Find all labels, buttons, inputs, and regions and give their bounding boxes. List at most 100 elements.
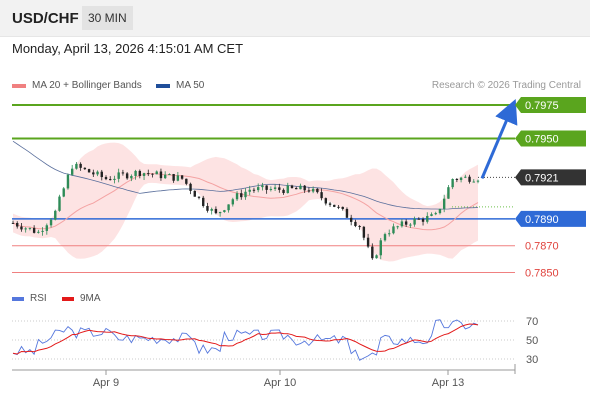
candle-body — [83, 167, 87, 170]
candle-body — [214, 208, 218, 214]
candle-body — [358, 226, 361, 228]
rsi-swatch — [12, 296, 24, 301]
candle-body — [413, 218, 416, 225]
candle-body — [383, 234, 387, 241]
legend-ma9: 9MA — [62, 293, 101, 304]
time-axis: Apr 9 Apr 10 Apr 13 — [12, 364, 516, 389]
candle-body — [117, 172, 120, 179]
ma50-line — [12, 140, 479, 210]
candle-body — [244, 191, 247, 198]
candle-body — [333, 204, 336, 207]
ma50-swatch — [156, 83, 170, 88]
candle-body — [261, 185, 264, 188]
price-tag-text-0.7950: 0.7950 — [525, 134, 559, 146]
price-tag-0.7950 — [515, 130, 586, 147]
candle-body — [392, 226, 395, 234]
candle-body — [316, 188, 319, 193]
candle-body — [269, 188, 273, 190]
datetime-label: Monday, April 13, 2026 4:15:01 AM CET — [12, 41, 244, 56]
candle-body — [248, 189, 251, 192]
candle-body — [155, 171, 158, 175]
candle-body — [125, 173, 129, 179]
candle-body — [447, 187, 450, 199]
candle-body — [307, 190, 311, 192]
price-tags: 0.7975 0.7950 0.7921 0.7890 0.7870 0.7850 — [515, 97, 586, 280]
candle-body — [388, 233, 391, 235]
candle-body — [168, 174, 171, 176]
candle-body — [227, 204, 230, 211]
rsi-ma9-line — [12, 323, 479, 355]
candle-body — [273, 187, 277, 189]
candle-body — [371, 246, 374, 259]
candle-body — [464, 176, 467, 178]
rsi-tick-label-50: 50 — [526, 335, 538, 347]
candle-body — [451, 178, 454, 188]
candle-body — [92, 172, 95, 175]
candle-body — [455, 178, 459, 181]
price-levels — [12, 104, 515, 273]
legend-ma20: MA 20 + Bollinger Bands — [12, 80, 142, 91]
candle-body — [396, 226, 399, 228]
rsi-label: RSI — [30, 293, 47, 304]
candle-body — [159, 171, 163, 179]
candle-body — [70, 168, 74, 175]
candle-body — [341, 206, 344, 209]
candle-body — [476, 180, 480, 182]
candle-body — [345, 208, 349, 218]
candle-body — [87, 169, 91, 173]
candle-body — [231, 199, 235, 205]
symbol-title: USD/CHF — [12, 10, 79, 27]
candle-body — [138, 170, 142, 176]
candle-body — [256, 187, 260, 191]
candle-body — [375, 255, 378, 259]
candle-body — [434, 213, 437, 215]
candle-body — [130, 175, 133, 179]
ma20-label: MA 20 + Bollinger Bands — [32, 80, 142, 91]
candle-body — [121, 172, 125, 174]
candle-body — [197, 196, 201, 198]
candle-body — [430, 214, 433, 216]
candle-body — [24, 228, 27, 230]
candle-body — [104, 177, 108, 180]
candle-body — [366, 237, 370, 247]
candle-body — [426, 215, 429, 222]
candle-body — [442, 198, 446, 209]
candle-body — [328, 203, 332, 205]
candle-body — [417, 218, 421, 220]
bollinger-band-area — [13, 142, 478, 262]
candle-body — [349, 217, 353, 222]
candle-body — [362, 226, 366, 238]
candle-body — [37, 231, 40, 233]
timeframe-button[interactable]: 30 MIN — [82, 6, 133, 30]
candle-body — [100, 171, 103, 178]
rsi-panel: 70 50 30 — [12, 316, 538, 366]
time-axis-label: Apr 10 — [264, 377, 296, 389]
price-label-0.7850: 0.7850 — [525, 268, 559, 280]
candle-body — [28, 227, 32, 229]
candle-body — [223, 210, 226, 212]
price-tag-0.7921 — [515, 169, 586, 186]
ma9-swatch — [62, 296, 74, 301]
candle-body — [32, 227, 36, 233]
rsi-tick-label-70: 70 — [526, 316, 538, 328]
candle-body — [240, 193, 243, 198]
bollinger-band — [13, 142, 478, 262]
candlesticks — [11, 161, 480, 260]
target-arrow — [480, 98, 518, 179]
candle-body — [163, 174, 167, 179]
ma9-label: 9MA — [80, 293, 101, 304]
rsi-tick-label-30: 30 — [526, 354, 538, 366]
candle-body — [176, 175, 180, 181]
header-bar: USD/CHF 30 MIN — [0, 0, 590, 37]
candle-body — [421, 218, 425, 222]
candle-body — [185, 178, 188, 184]
candle-body — [295, 187, 298, 190]
candle-body — [303, 185, 306, 191]
candle-body — [66, 174, 70, 189]
candle-body — [278, 187, 281, 190]
candle-body — [400, 221, 404, 227]
candle-body — [20, 226, 23, 230]
candle-body — [337, 206, 340, 208]
candle-body — [210, 208, 213, 211]
